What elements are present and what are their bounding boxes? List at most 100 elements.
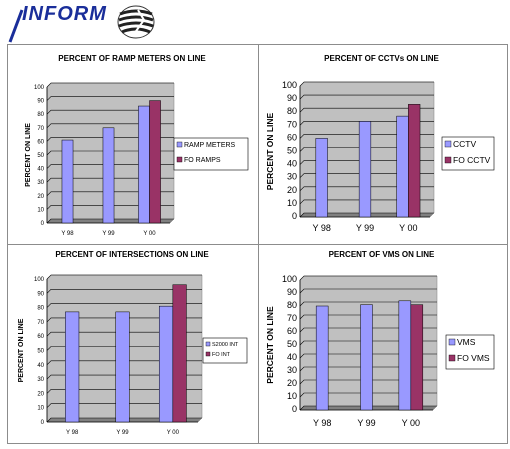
gridline bbox=[46, 218, 174, 224]
gridline bbox=[299, 353, 437, 359]
legend-label: S2000 INT bbox=[212, 342, 239, 348]
legend-swatch bbox=[205, 341, 211, 347]
bar bbox=[172, 284, 187, 423]
y-tick-label: 40 bbox=[287, 159, 297, 169]
x-tick-label: Y 99 bbox=[356, 223, 374, 233]
gridline bbox=[299, 81, 434, 87]
gridline bbox=[299, 314, 437, 320]
x-tick-label: Y 99 bbox=[116, 430, 129, 436]
gridline bbox=[46, 288, 202, 294]
y-axis-label: PERCENT ON LINE bbox=[265, 112, 275, 190]
bar bbox=[115, 311, 130, 423]
y-tick-label: 70 bbox=[37, 320, 44, 326]
bar bbox=[102, 127, 115, 224]
y-tick-label: 50 bbox=[287, 339, 297, 349]
legend-swatch bbox=[444, 156, 452, 164]
gridline bbox=[46, 346, 202, 351]
x-tick-label: Y 98 bbox=[61, 231, 74, 237]
bar bbox=[315, 138, 328, 218]
gridline bbox=[299, 379, 437, 385]
y-tick-label: 0 bbox=[41, 420, 45, 426]
cctv-chart: PERCENT OF CCTVs ON LINE 0 10 20 30 40 50 60 70 8… bbox=[265, 54, 495, 233]
gridline bbox=[46, 96, 174, 101]
gridline bbox=[299, 173, 434, 178]
y-tick-label: 20 bbox=[37, 194, 44, 200]
gridline bbox=[46, 205, 174, 210]
gridline bbox=[299, 301, 437, 307]
legend-box bbox=[202, 337, 248, 364]
legend-swatch bbox=[444, 140, 452, 148]
y-tick-label: 60 bbox=[287, 326, 297, 336]
legend-swatch bbox=[176, 156, 183, 163]
y-tick-label: 60 bbox=[37, 139, 44, 145]
gridline bbox=[46, 177, 174, 183]
y-tick-label: 10 bbox=[37, 406, 44, 412]
x-tick-label: Y 98 bbox=[66, 430, 79, 436]
y-tick-label: 20 bbox=[37, 391, 44, 397]
bar bbox=[149, 100, 161, 224]
gridline bbox=[46, 331, 202, 337]
y-tick-label: 90 bbox=[287, 93, 297, 103]
gridline bbox=[46, 403, 202, 408]
gridline bbox=[299, 392, 437, 398]
gridline bbox=[46, 317, 202, 323]
ramp-meters-chart: PERCENT OF RAMP METERS ON LINE 0 10 20 30 40 5… bbox=[25, 54, 249, 237]
gridline bbox=[299, 186, 434, 192]
gridline bbox=[46, 303, 202, 308]
gridline bbox=[46, 82, 174, 88]
x-tick-label: Y 99 bbox=[357, 418, 375, 428]
y-tick-label: 10 bbox=[287, 198, 297, 208]
legend-box bbox=[173, 137, 249, 171]
gridline bbox=[299, 147, 434, 152]
y-tick-label: 100 bbox=[282, 274, 297, 284]
gridline bbox=[299, 340, 437, 346]
gridline bbox=[46, 164, 174, 169]
y-tick-label: 70 bbox=[287, 313, 297, 323]
gridline bbox=[46, 137, 174, 142]
x-tick-label: Y 00 bbox=[167, 430, 180, 436]
gridline bbox=[46, 374, 202, 380]
legend-label: FO RAMPS bbox=[184, 157, 221, 164]
legend-swatch bbox=[176, 141, 183, 148]
y-tick-label: 10 bbox=[37, 207, 44, 213]
gridline bbox=[299, 405, 437, 411]
chart-title: PERCENT OF VMS ON LINE bbox=[329, 250, 435, 259]
y-tick-label: 0 bbox=[292, 404, 297, 414]
y-tick-label: 100 bbox=[34, 85, 45, 91]
y-tick-label: 0 bbox=[292, 211, 297, 221]
y-tick-label: 40 bbox=[37, 363, 44, 369]
gridline bbox=[299, 212, 434, 218]
chart-title: PERCENT OF RAMP METERS ON LINE bbox=[58, 54, 206, 63]
bar bbox=[398, 300, 412, 411]
logo-swoosh-icon bbox=[8, 9, 24, 43]
x-tick-label: Y 00 bbox=[402, 418, 420, 428]
y-tick-label: 80 bbox=[37, 112, 44, 118]
y-tick-label: 90 bbox=[37, 99, 44, 105]
gridline bbox=[46, 274, 202, 280]
bar bbox=[158, 305, 174, 423]
x-tick-label: Y 00 bbox=[143, 231, 156, 237]
legend-label: FO CCTV bbox=[453, 155, 491, 165]
gridline bbox=[299, 121, 434, 126]
y-axis-label: PERCENT ON LINE bbox=[18, 318, 25, 382]
y-tick-label: 70 bbox=[37, 126, 44, 132]
legend-label: FO INT bbox=[212, 352, 231, 358]
gridline bbox=[46, 123, 174, 129]
legend-label: RAMP METERS bbox=[184, 142, 236, 149]
y-axis-label: PERCENT ON LINE bbox=[25, 123, 32, 187]
gridline bbox=[299, 366, 437, 372]
y-tick-label: 30 bbox=[37, 377, 44, 383]
gridline bbox=[299, 327, 437, 333]
y-tick-label: 90 bbox=[287, 287, 297, 297]
y-tick-label: 70 bbox=[287, 119, 297, 129]
bar bbox=[65, 311, 80, 423]
y-tick-label: 100 bbox=[282, 80, 297, 90]
gridline bbox=[299, 275, 437, 281]
gridline bbox=[299, 107, 434, 113]
x-tick-label: Y 00 bbox=[399, 223, 417, 233]
y-tick-label: 50 bbox=[287, 146, 297, 156]
y-tick-label: 30 bbox=[287, 172, 297, 182]
grid-divider-horizontal bbox=[8, 244, 507, 245]
vms-chart: PERCENT OF VMS ON LINE 0 10 20 30 40 50 60 70 80 9… bbox=[265, 250, 495, 428]
y-tick-label: 80 bbox=[37, 306, 44, 312]
